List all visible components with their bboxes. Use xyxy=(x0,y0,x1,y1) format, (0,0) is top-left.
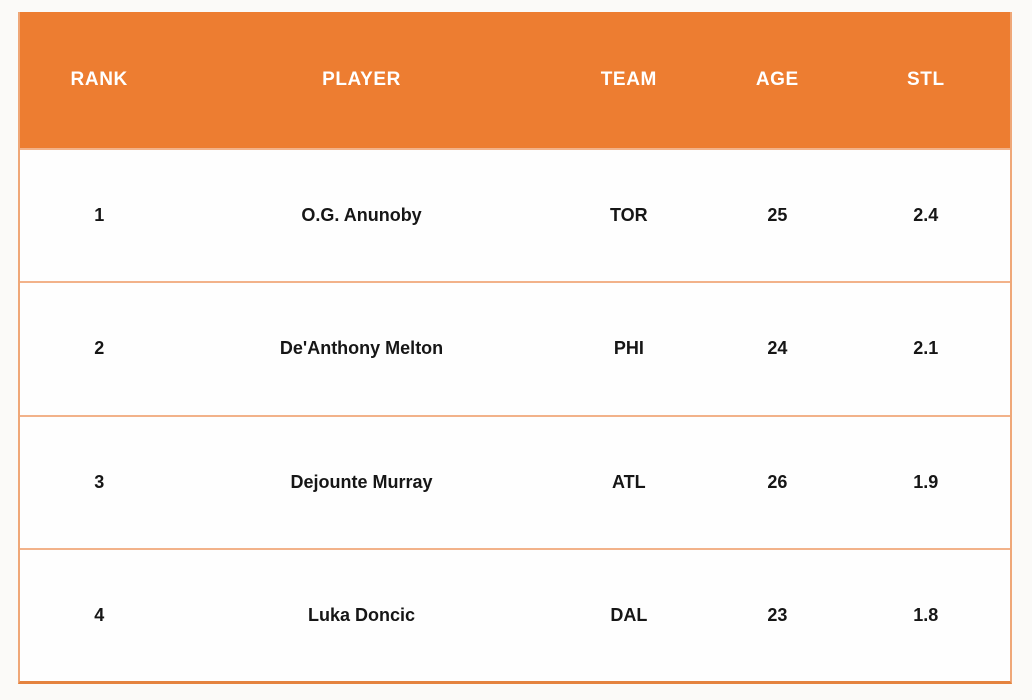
cell-player: O.G. Anunoby xyxy=(301,205,422,226)
cell-age: 25 xyxy=(767,205,788,226)
cell-player: Dejounte Murray xyxy=(290,471,433,492)
cell-rank: 1 xyxy=(94,205,105,226)
cell-age: 23 xyxy=(767,604,788,625)
cell-team: DAL xyxy=(610,604,648,625)
table-row: 4 Luka Doncic DAL 23 1.8 xyxy=(20,547,1010,681)
cell-team: PHI xyxy=(613,338,644,359)
cell-stl: 2.1 xyxy=(913,338,939,359)
table-row: 2 De'Anthony Melton PHI 24 2.1 xyxy=(20,281,1010,415)
cell-team: ATL xyxy=(612,471,646,492)
cell-rank: 3 xyxy=(94,471,105,492)
table-header-row: RANK PLAYER TEAM AGE STL xyxy=(20,12,1010,148)
header-stl: STL xyxy=(906,69,945,90)
header-rank: RANK xyxy=(70,69,128,90)
header-player: PLAYER xyxy=(322,69,401,90)
cell-rank: 4 xyxy=(94,604,105,625)
cell-stl: 1.9 xyxy=(913,471,939,492)
cell-stl: 1.8 xyxy=(913,604,939,625)
cell-team: TOR xyxy=(610,205,648,226)
header-team: TEAM xyxy=(600,69,657,90)
cell-age: 24 xyxy=(767,338,788,359)
steals-leaders-table: RANK PLAYER TEAM AGE STL 1 O.G. Anunoby … xyxy=(18,12,1012,684)
table-row: 3 Dejounte Murray ATL 26 1.9 xyxy=(20,414,1010,548)
header-age: AGE xyxy=(755,69,799,90)
cell-player: De'Anthony Melton xyxy=(279,338,444,359)
cell-age: 26 xyxy=(767,471,788,492)
cell-stl: 2.4 xyxy=(913,205,939,226)
table-row: 1 O.G. Anunoby TOR 25 2.4 xyxy=(20,148,1010,282)
cell-rank: 2 xyxy=(94,338,105,359)
cell-player: Luka Doncic xyxy=(308,604,416,625)
